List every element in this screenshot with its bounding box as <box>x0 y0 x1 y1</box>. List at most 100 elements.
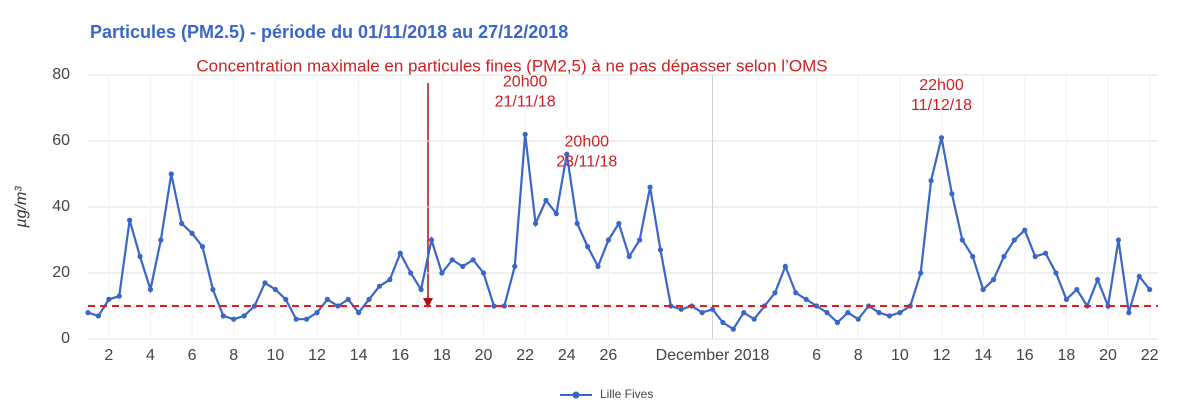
data-point <box>1011 237 1017 243</box>
data-point <box>1053 270 1059 276</box>
data-point <box>647 184 653 190</box>
data-point <box>470 257 476 263</box>
x-tick-label: 12 <box>933 347 951 364</box>
data-point <box>585 244 591 250</box>
arrow-head <box>423 298 433 308</box>
peak-label: 22h00 <box>919 77 964 94</box>
data-point <box>512 263 518 269</box>
data-point <box>730 326 736 332</box>
data-point <box>189 230 195 236</box>
x-tick-label: December 2018 <box>656 347 770 364</box>
y-tick-label: 20 <box>52 264 70 281</box>
data-point <box>574 220 580 227</box>
x-tick-label: 20 <box>1099 347 1117 364</box>
data-point <box>251 303 258 309</box>
data-point <box>938 135 945 141</box>
data-point <box>637 237 643 243</box>
data-point <box>1147 286 1153 293</box>
data-point <box>772 290 778 296</box>
data-point <box>793 290 799 296</box>
data-point <box>543 197 549 203</box>
data-point <box>210 286 216 293</box>
x-tick-label: 8 <box>854 347 863 364</box>
data-point <box>1136 273 1142 279</box>
data-point <box>897 310 903 316</box>
data-point <box>179 220 185 227</box>
data-point <box>480 270 487 276</box>
data-point <box>1032 253 1038 260</box>
data-point <box>345 296 351 302</box>
data-point <box>522 131 528 137</box>
data-point <box>335 303 341 309</box>
x-tick-label: 10 <box>891 347 909 364</box>
data-point <box>678 306 684 312</box>
data-point <box>158 237 164 243</box>
x-tick-label: 4 <box>146 347 155 364</box>
data-point <box>428 237 435 243</box>
data-point <box>928 178 934 184</box>
x-tick-label: 22 <box>1141 347 1159 364</box>
y-tick-label: 0 <box>61 330 70 347</box>
data-point <box>824 310 830 316</box>
chart-title: Particules (PM2.5) - période du 01/11/20… <box>90 22 568 42</box>
data-point <box>990 277 997 283</box>
data-point <box>460 263 466 269</box>
data-point <box>376 283 383 289</box>
peak-label: 11/12/18 <box>911 97 972 114</box>
data-point <box>918 270 924 276</box>
x-tick-label: 22 <box>516 347 534 364</box>
data-point <box>959 237 965 243</box>
data-point <box>855 316 861 322</box>
x-tick-label: 6 <box>812 347 821 364</box>
data-point <box>886 313 893 319</box>
x-tick-label: 26 <box>600 347 618 364</box>
data-point <box>626 253 632 260</box>
data-point <box>845 310 851 316</box>
x-tick-label: 6 <box>188 347 197 364</box>
x-tick-label: 2 <box>104 347 113 364</box>
x-tick-label: 16 <box>391 347 409 364</box>
data-point <box>283 296 289 302</box>
data-point <box>231 316 237 322</box>
data-point <box>741 310 747 316</box>
data-point <box>553 211 559 217</box>
x-tick-label: 12 <box>308 347 326 364</box>
data-point <box>876 310 882 316</box>
peak-label: 23/11/18 <box>556 153 617 170</box>
data-point <box>1063 296 1070 302</box>
data-point <box>147 286 154 293</box>
data-point <box>137 253 143 260</box>
data-point <box>168 171 174 177</box>
data-point <box>85 310 91 316</box>
y-tick-label: 60 <box>52 132 70 149</box>
data-point <box>1095 277 1101 283</box>
data-point <box>1001 253 1007 260</box>
x-tick-label: 8 <box>229 347 238 364</box>
data-point <box>501 303 507 309</box>
peak-label: 20h00 <box>503 74 548 91</box>
data-point <box>324 296 330 302</box>
data-point <box>1115 237 1122 243</box>
peak-label: 21/11/18 <box>495 94 556 111</box>
data-point <box>1042 250 1049 256</box>
x-tick-label: 18 <box>433 347 451 364</box>
data-point <box>834 319 841 326</box>
annotation: Concentration maximale en particules fin… <box>196 56 827 75</box>
data-point <box>970 253 976 260</box>
data-point <box>199 244 206 250</box>
data-point <box>241 313 247 319</box>
y-tick-label: 80 <box>52 66 70 83</box>
data-point <box>595 263 601 269</box>
data-point <box>616 220 622 227</box>
data-point <box>366 296 372 302</box>
data-point <box>699 310 705 316</box>
x-tick-label: 14 <box>350 347 368 364</box>
data-point <box>439 270 445 276</box>
x-tick-label: 14 <box>974 347 992 364</box>
data-point <box>272 286 278 293</box>
legend-label: Lille Fives <box>600 387 653 401</box>
data-line <box>87 134 1151 331</box>
x-tick-label: 24 <box>558 347 576 364</box>
data-point <box>220 313 226 319</box>
data-point <box>356 310 362 316</box>
